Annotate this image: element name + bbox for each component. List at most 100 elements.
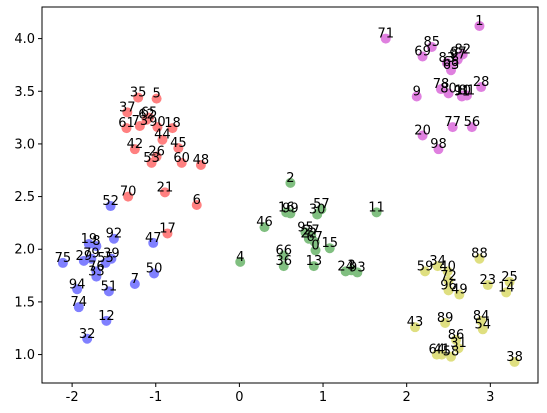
point-label: 2: [286, 171, 294, 186]
point-label: 95: [297, 220, 314, 235]
point: [346, 265, 357, 276]
x-tick-label: 2: [403, 390, 411, 405]
point-label: 11: [368, 200, 385, 215]
point-label: 83: [439, 51, 456, 66]
point: [108, 233, 119, 244]
point: [122, 107, 133, 118]
point-label: 67: [306, 230, 323, 245]
point: [57, 257, 68, 268]
point-label: 52: [102, 194, 119, 209]
point: [195, 159, 206, 170]
point-label: 91: [454, 85, 471, 100]
point-label: 13: [306, 254, 323, 269]
point: [371, 207, 382, 218]
point-label: 1: [475, 14, 483, 29]
point: [173, 143, 184, 154]
point: [433, 144, 444, 155]
plot-frame: [41, 6, 539, 384]
point: [466, 122, 477, 133]
point: [446, 65, 457, 76]
point-label: 69: [414, 45, 431, 60]
point-label: 12: [98, 309, 115, 324]
point-label: 56: [464, 115, 481, 130]
point-label: 0: [311, 238, 319, 253]
point-label: 74: [71, 295, 88, 310]
point: [121, 123, 132, 134]
point: [72, 284, 83, 295]
point: [442, 266, 453, 277]
point-label: 46: [256, 215, 273, 230]
point: [432, 261, 443, 272]
point: [504, 276, 515, 287]
point: [78, 255, 89, 266]
point-label: 75: [55, 251, 72, 266]
point-label: 4: [236, 250, 244, 265]
y-tick-label: 3.0: [14, 137, 35, 152]
y-tick-label: 1.0: [14, 348, 35, 363]
x-tick-label: 0: [235, 390, 243, 405]
point-label: 42: [127, 137, 144, 152]
point-label: 93: [349, 260, 366, 275]
point-label: 63: [443, 58, 460, 73]
point: [410, 322, 421, 333]
point-label: 32: [79, 327, 96, 342]
point-label: 22: [301, 227, 318, 242]
point: [152, 122, 163, 133]
point-label: 88: [471, 247, 488, 262]
point: [411, 91, 422, 102]
point-label: 41: [434, 343, 451, 358]
point-label: 78: [433, 77, 450, 92]
point-label: 98: [430, 137, 447, 152]
point-label: 38: [506, 350, 523, 365]
point: [501, 287, 512, 298]
point: [73, 302, 84, 313]
point-label: 58: [443, 345, 460, 360]
point-label: 85: [424, 35, 441, 50]
point-label: 73: [132, 114, 149, 129]
point-label: 6: [193, 193, 201, 208]
point: [134, 121, 145, 132]
point: [278, 250, 289, 261]
point-label: 94: [69, 277, 86, 292]
point: [324, 243, 335, 254]
point: [476, 315, 487, 326]
point: [83, 238, 94, 249]
point: [417, 51, 428, 62]
x-tick-label: 1: [319, 390, 327, 405]
x-tick-label: -1: [149, 390, 162, 405]
point-label: 84: [473, 309, 490, 324]
point: [167, 123, 178, 134]
point-label: 57: [313, 197, 330, 212]
point: [151, 93, 162, 104]
point-label: 21: [157, 180, 174, 195]
point-label: 28: [473, 75, 490, 90]
point: [451, 334, 462, 345]
point-label: 18: [164, 116, 181, 131]
point: [129, 144, 140, 155]
point-label: 77: [444, 115, 461, 130]
point: [477, 324, 488, 335]
point: [474, 253, 485, 264]
point: [285, 208, 296, 219]
y-tick-label: 4.0: [14, 32, 35, 47]
point: [146, 157, 157, 168]
point-label: 82: [454, 42, 471, 57]
point-label: 87: [450, 46, 467, 61]
point-label: 30: [309, 202, 326, 217]
point-label: 20: [414, 123, 431, 138]
point-label: 31: [450, 336, 467, 351]
point-label: 80: [440, 81, 457, 96]
point: [103, 286, 114, 297]
point: [159, 187, 170, 198]
point-label: 35: [130, 86, 147, 101]
point: [310, 245, 321, 256]
point: [105, 201, 116, 212]
point: [235, 256, 246, 267]
point-label: 40: [439, 259, 456, 274]
point-label: 33: [88, 265, 105, 280]
point: [141, 114, 152, 125]
point-label: 76: [88, 259, 105, 274]
point-label: 65: [141, 106, 158, 121]
